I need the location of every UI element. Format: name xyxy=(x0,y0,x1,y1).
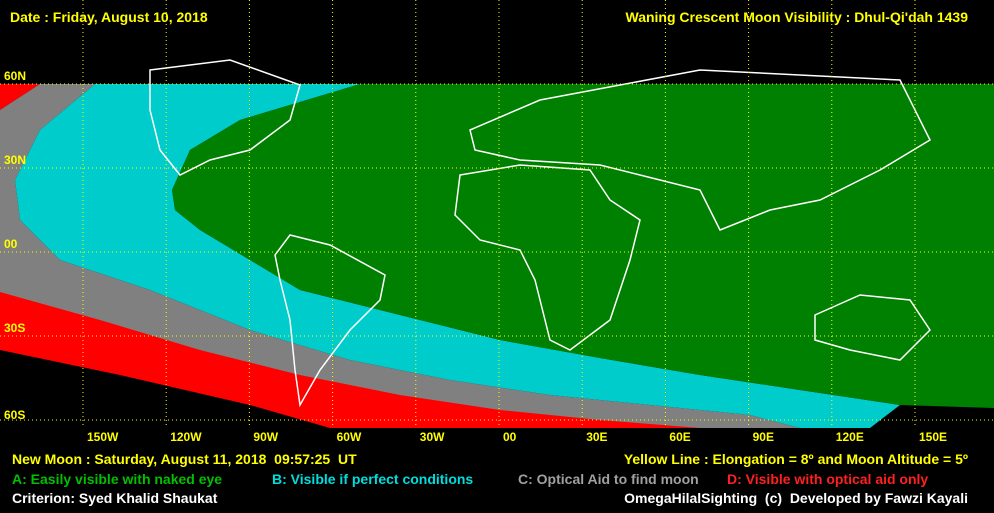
lon-label: 30W xyxy=(420,430,445,444)
lon-label: 90W xyxy=(253,430,278,444)
lon-label: 120W xyxy=(170,430,202,444)
south-america-outline xyxy=(274,234,386,408)
coastlines xyxy=(149,59,931,408)
australia-outline xyxy=(814,294,931,361)
legend-a: A: Easily visible with naked eye xyxy=(12,471,222,487)
new-moon: New Moon : Saturday, August 11, 2018 09:… xyxy=(12,451,357,467)
criterion: Criterion: Syed Khalid Shaukat xyxy=(12,490,218,506)
lat-label: 30S xyxy=(4,321,25,335)
lat-label: 30N xyxy=(4,153,26,167)
legend-c: C: Optical Aid to find moon xyxy=(518,471,699,487)
zone-b xyxy=(15,84,900,428)
yellow-line-note: Yellow Line : Elongation = 8º and Moon A… xyxy=(624,451,968,467)
lon-label: 150E xyxy=(919,430,947,444)
legend-d: D: Visible with optical aid only xyxy=(727,471,928,487)
legend-b: B: Visible if perfect conditions xyxy=(272,471,473,487)
eurasia-outline xyxy=(469,69,931,231)
credit: OmegaHilalSighting (c) Developed by Fawz… xyxy=(624,490,968,506)
date: Date : Friday, August 10, 2018 xyxy=(10,9,208,25)
africa-outline xyxy=(454,164,641,351)
lat-label: 60N xyxy=(4,69,26,83)
lon-label: 120E xyxy=(836,430,864,444)
title: Waning Crescent Moon Visibility : Dhul-Q… xyxy=(626,9,969,25)
zone-d xyxy=(0,280,730,428)
lon-label: 60E xyxy=(669,430,690,444)
lon-label: 00 xyxy=(503,430,517,444)
lon-label: 30E xyxy=(586,430,607,444)
lon-label: 60W xyxy=(337,430,362,444)
zone-a xyxy=(172,84,994,408)
grid xyxy=(0,0,994,428)
lon-label: 90E xyxy=(753,430,774,444)
lon-label: 150W xyxy=(87,430,119,444)
north-america-outline xyxy=(149,59,301,176)
lat-label: 00 xyxy=(4,237,18,251)
zones xyxy=(0,84,994,428)
lat-label: 60S xyxy=(4,408,25,422)
zone-c xyxy=(0,84,800,428)
